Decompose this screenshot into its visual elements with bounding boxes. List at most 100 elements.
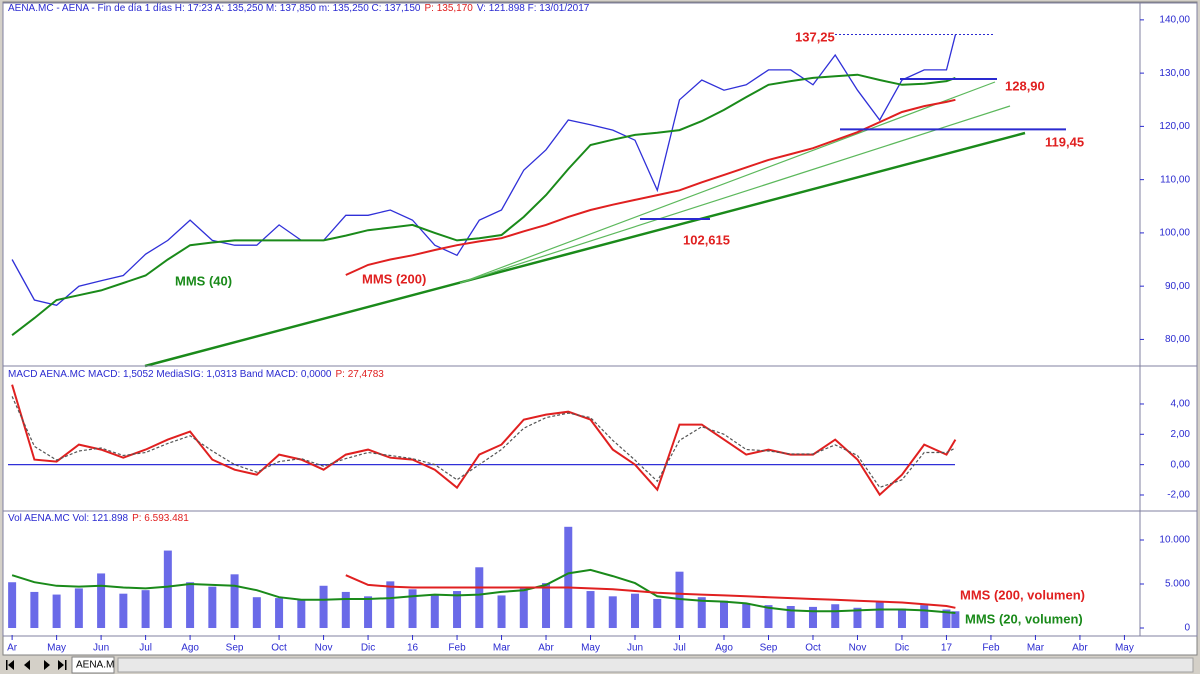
trend-line <box>459 81 996 284</box>
volume-bar <box>230 574 239 629</box>
x-tick-label: Oct <box>805 643 821 654</box>
x-tick-label: Feb <box>982 643 1000 654</box>
series-line <box>11 34 957 307</box>
volume-bar <box>252 597 261 629</box>
volume-bar <box>564 526 573 629</box>
header-part: P: 27,4783 <box>335 369 384 380</box>
series-line <box>11 568 956 614</box>
header-part: P: 6.593.481 <box>132 513 189 524</box>
x-tick-label: May <box>1115 643 1134 654</box>
header-part: P: 135,170 <box>424 3 473 14</box>
volume-bar <box>163 550 172 629</box>
x-tick-label: Nov <box>849 643 867 654</box>
volume-bar <box>542 583 551 629</box>
panel-header: Vol AENA.MC Vol: 121.898 P: 6.593.481 <box>8 513 189 524</box>
level-label: 102,615 <box>683 232 730 247</box>
x-tick-label: Ar <box>7 643 18 654</box>
volume-bar <box>808 606 817 629</box>
volume-bar <box>831 604 840 629</box>
y-tick-label: 5.000 <box>1165 579 1190 590</box>
x-tick-label: Ago <box>181 643 199 654</box>
x-tick-label: 17 <box>941 643 953 654</box>
volume-bar <box>942 609 951 629</box>
volume-bar <box>519 588 528 629</box>
x-tick-label: Mar <box>493 643 511 654</box>
x-tick-label: Ago <box>715 643 733 654</box>
volume-bar <box>920 605 929 629</box>
volume-bar <box>875 602 884 629</box>
x-tick-label: Feb <box>448 643 466 654</box>
y-tick-label: 4,00 <box>1171 399 1191 410</box>
x-tick-label: Nov <box>315 643 333 654</box>
x-tick-label: Mar <box>1027 643 1045 654</box>
volume-bar <box>141 590 150 629</box>
x-tick-label: Abr <box>538 643 554 654</box>
y-tick-label: 80,00 <box>1165 334 1190 345</box>
x-tick-label: Jul <box>673 643 686 654</box>
series-label: MMS (20, volumen) <box>965 611 1083 626</box>
canvas <box>2 1 1198 656</box>
x-tick-label: Abr <box>1072 643 1088 654</box>
volume-bar <box>408 589 417 629</box>
volume-bar <box>430 594 439 629</box>
axis-frame <box>1139 365 1198 512</box>
volume-bar <box>764 605 773 629</box>
volume-bar <box>8 582 17 629</box>
series-line <box>11 396 956 489</box>
volume-bar <box>853 607 862 629</box>
x-tick-label: May <box>581 643 600 654</box>
scrollbar[interactable] <box>117 657 1194 673</box>
tab-label[interactable]: AENA.M <box>76 660 114 671</box>
volume-bar <box>208 586 217 629</box>
volume-bar <box>97 573 106 629</box>
x-tick-label: Dic <box>361 643 375 654</box>
volume-bar <box>697 597 706 629</box>
volume-bar <box>319 585 328 629</box>
volume-bar <box>74 588 83 629</box>
volume-bar <box>186 582 195 629</box>
level-label: 119,45 <box>1045 134 1084 149</box>
header-part: Vol AENA.MC Vol: 121.898 <box>8 513 129 524</box>
volume-bar <box>951 611 960 629</box>
volume-bar <box>341 591 350 629</box>
y-tick-label: 120,00 <box>1159 121 1190 132</box>
level-label: 128,90 <box>1005 78 1045 93</box>
x-tick-label: Dic <box>895 643 909 654</box>
x-tick-label: Jun <box>627 643 643 654</box>
y-tick-label: 110,00 <box>1160 174 1190 185</box>
series-line <box>345 574 956 609</box>
axis-frame <box>1139 510 1198 637</box>
axis-frame <box>1139 2 1198 367</box>
volume-bar <box>52 594 61 629</box>
volume-bar <box>786 606 795 629</box>
x-tick-label: Oct <box>271 643 287 654</box>
y-tick-label: 10.000 <box>1159 535 1190 546</box>
series-label: MMS (40) <box>175 273 232 288</box>
volume-bar <box>30 591 39 629</box>
y-tick-label: -2,00 <box>1167 490 1190 501</box>
trend-line <box>144 131 1026 368</box>
volume-bar <box>608 596 617 629</box>
y-tick-label: 90,00 <box>1165 281 1190 292</box>
panel-header: MACD AENA.MC MACD: 1,5052 MediaSIG: 1,03… <box>8 369 384 380</box>
volume-bar <box>897 608 906 629</box>
y-tick-label: 0,00 <box>1171 459 1191 470</box>
level-label: 137,25 <box>795 29 835 44</box>
volume-bar <box>586 591 595 629</box>
tab[interactable] <box>71 656 115 674</box>
header-part: MACD AENA.MC MACD: 1,5052 MediaSIG: 1,03… <box>8 369 332 380</box>
volume-bar <box>364 596 373 629</box>
x-tick-label: Jun <box>93 643 109 654</box>
y-tick-label: 2,00 <box>1171 429 1191 440</box>
volume-bar <box>386 581 395 629</box>
x-tick-label: May <box>47 643 66 654</box>
nav-buttons[interactable] <box>6 660 67 670</box>
x-tick-label: Sep <box>760 643 778 654</box>
panel-header: AENA.MC - AENA - Fin de día 1 días H: 17… <box>8 3 590 14</box>
header-part: AENA.MC - AENA - Fin de día 1 días H: 17… <box>8 3 421 14</box>
volume-bar <box>119 593 128 629</box>
x-tick-label: 16 <box>407 643 419 654</box>
y-tick-label: 140,00 <box>1159 14 1190 25</box>
trend-line <box>459 105 1011 284</box>
